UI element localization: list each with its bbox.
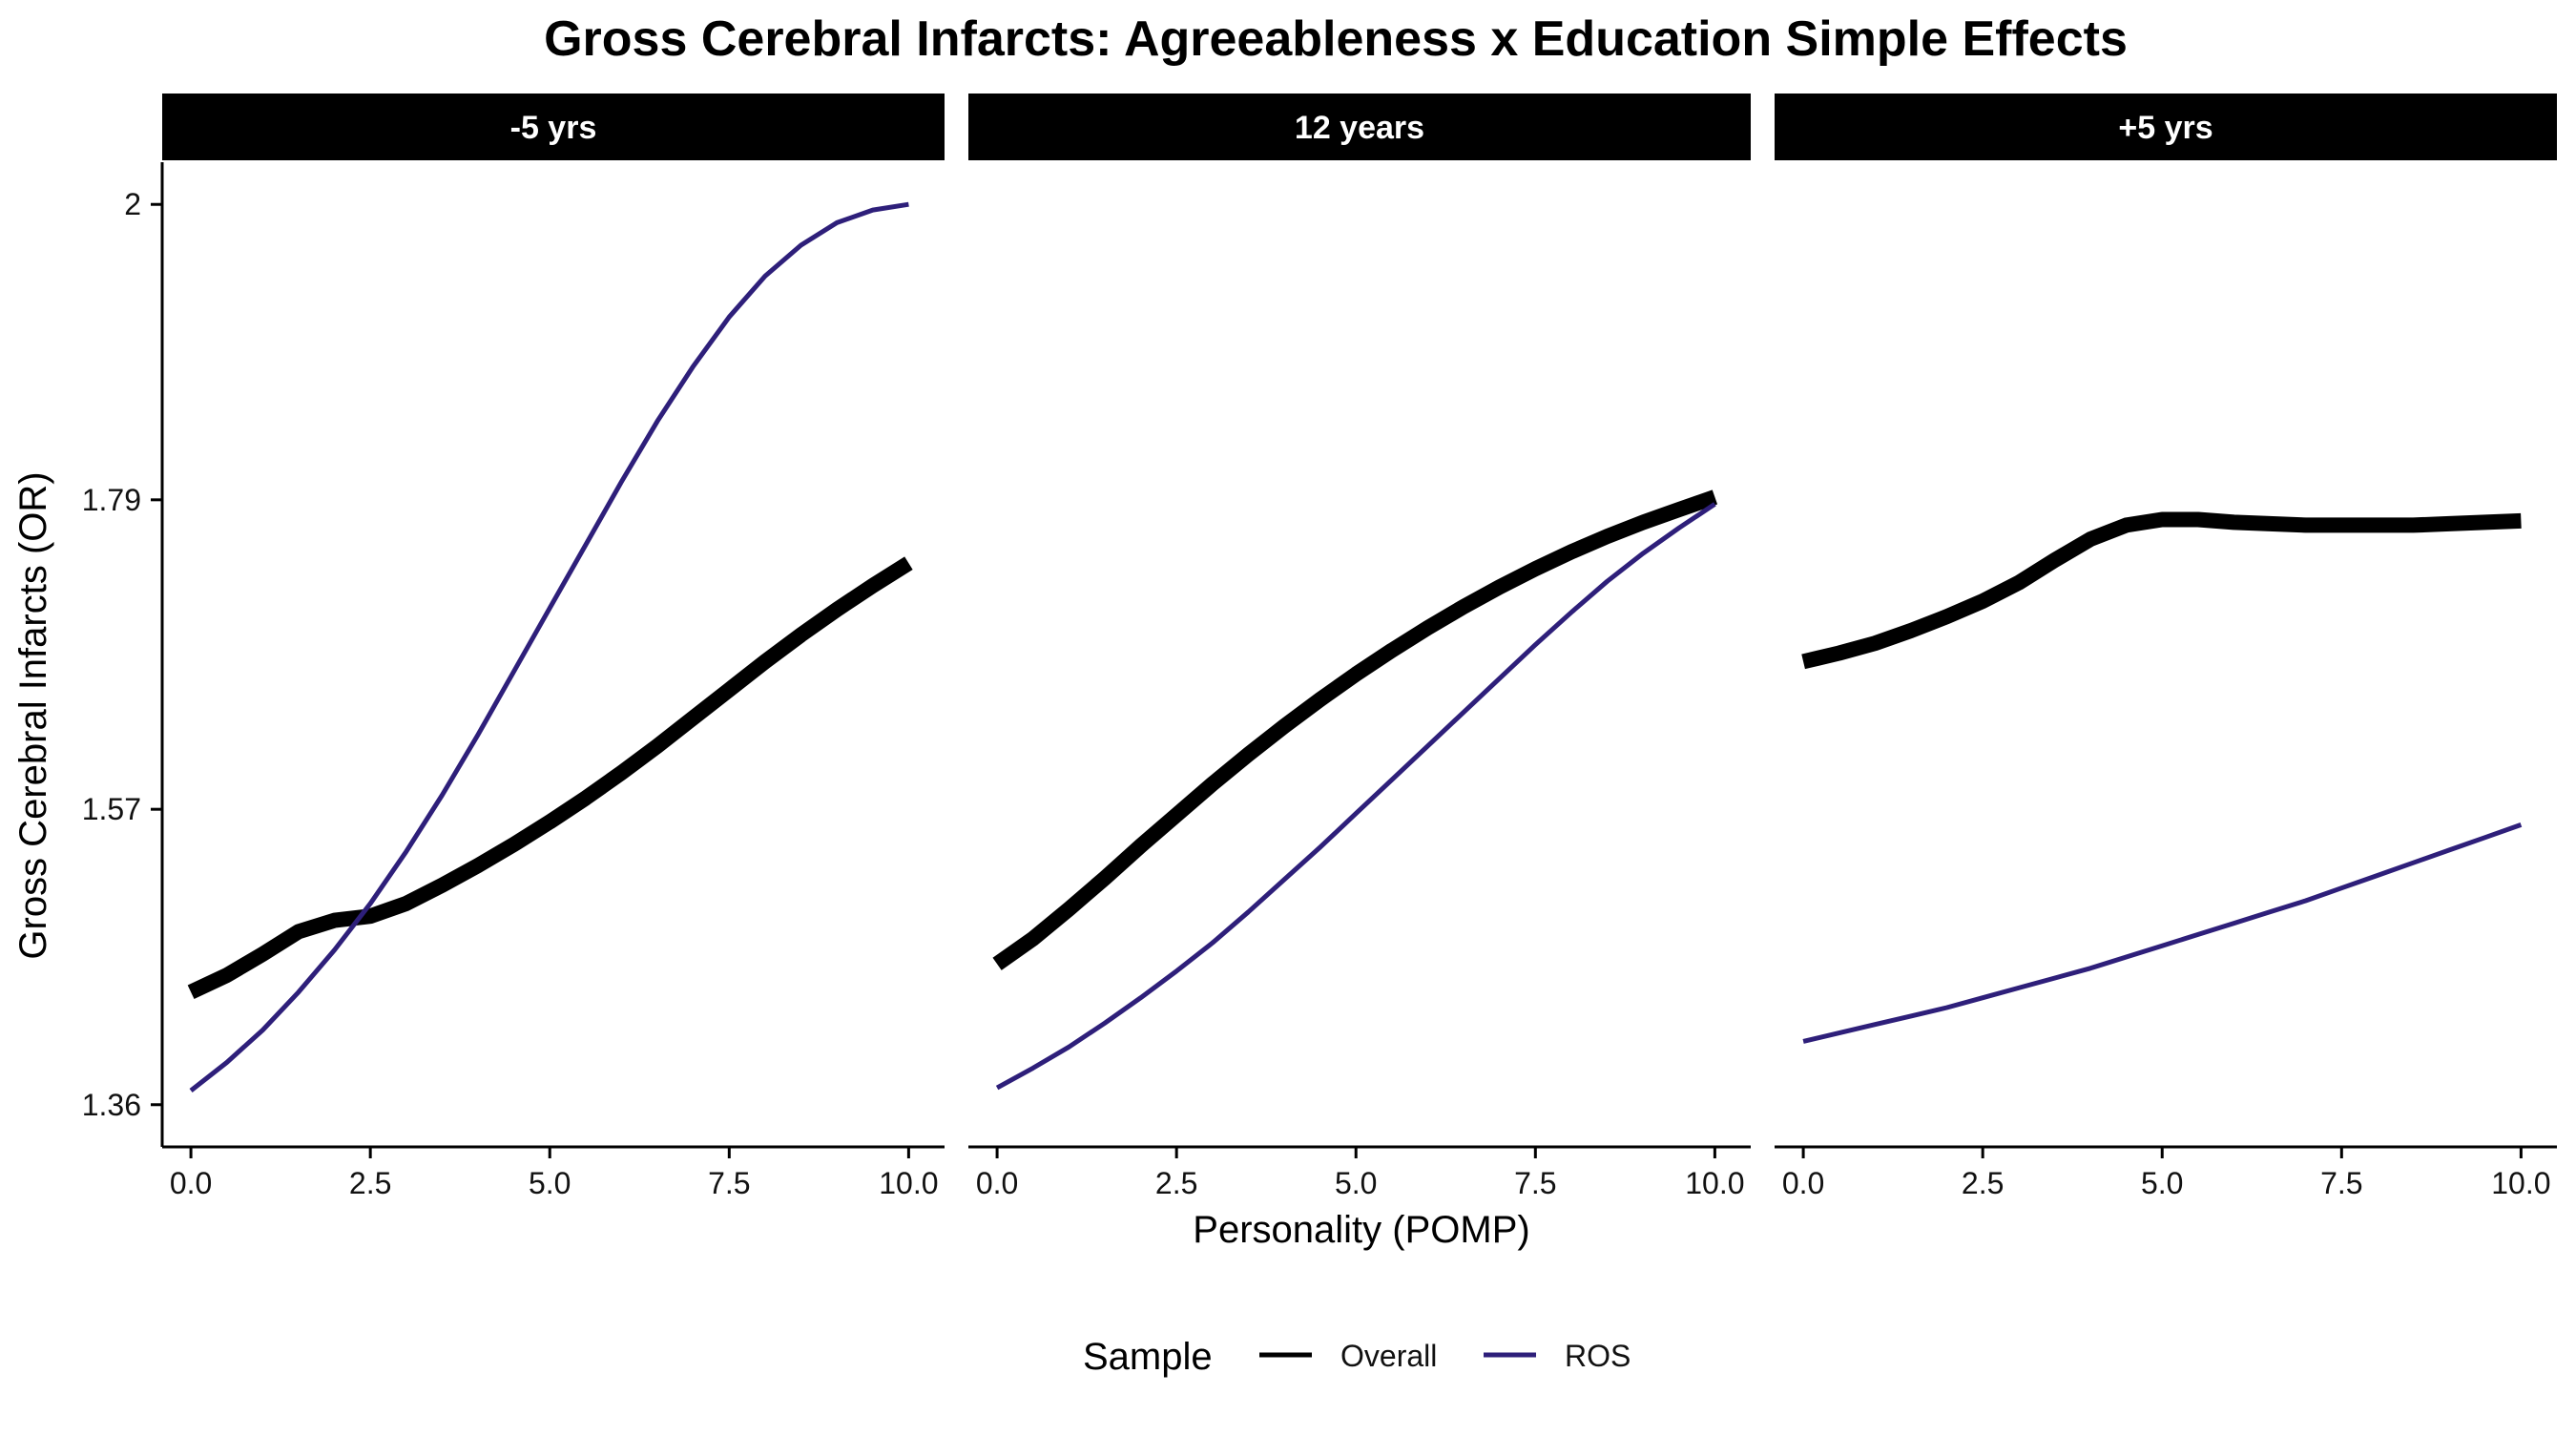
y-tick-label: 2: [124, 187, 141, 221]
series-line-overall: [992, 489, 1718, 970]
legend-entry: ROS: [1484, 1339, 1631, 1373]
legend-title: Sample: [1083, 1336, 1213, 1378]
facet-strip-label: -5 yrs: [510, 110, 597, 146]
x-tick-label: 2.5: [349, 1166, 391, 1200]
x-tick-label: 0.0: [1782, 1166, 1824, 1200]
facet-strip-label: 12 years: [1295, 110, 1424, 146]
series-line-ros: [995, 502, 1716, 1091]
facet-panel: 12 years 0.0 2.5 5.0 7.5 10.0: [968, 94, 1751, 1200]
y-tick-label: 1.36: [82, 1088, 141, 1122]
x-tick-label: 7.5: [708, 1166, 750, 1200]
legend-entries: Overall ROS: [1259, 1339, 1631, 1373]
x-tick-label: 5.0: [529, 1166, 571, 1200]
x-tick-label: 7.5: [2320, 1166, 2362, 1200]
facet-panel: -5 yrs 1.36 1.57 1.79 2 0.0 2.5 5.0 7.5 10.0: [82, 94, 945, 1200]
facet-strip: [968, 94, 1751, 160]
x-tick-label: 2.5: [1962, 1166, 2004, 1200]
x-tick-label: 5.0: [2141, 1166, 2183, 1200]
facet-strip: [1775, 94, 2557, 160]
x-tick-label: 7.5: [1514, 1166, 1556, 1200]
x-tick-label: 2.5: [1155, 1166, 1197, 1200]
x-tick-label: 10.0: [2491, 1166, 2550, 1200]
facet-panel: +5 yrs 0.0 2.5 5.0 7.5 10.0: [1775, 94, 2557, 1200]
x-tick-label: 0.0: [976, 1166, 1018, 1200]
series-line-ros: [189, 201, 909, 1093]
y-tick-label: 1.57: [82, 792, 141, 826]
series-line-overall: [1801, 511, 2522, 670]
x-tick-label: 10.0: [879, 1166, 938, 1200]
x-tick-label: 10.0: [1685, 1166, 1744, 1200]
facet-strip: [162, 94, 945, 160]
legend-entry: Overall: [1259, 1339, 1437, 1373]
y-tick-label: 1.79: [82, 483, 141, 517]
chart-title: Gross Cerebral Infarcts: Agreeableness x…: [544, 11, 2128, 67]
facet-strip-label: +5 yrs: [2118, 110, 2212, 146]
series-line-ros: [1802, 822, 2523, 1044]
legend-label: ROS: [1565, 1339, 1631, 1373]
series-line-overall: [187, 556, 913, 1000]
x-tick-label: 0.0: [170, 1166, 212, 1200]
x-axis-label: Personality (POMP): [1193, 1209, 1529, 1251]
legend: Sample Overall ROS: [1083, 1336, 1631, 1378]
y-axis-label: Gross Cerebral Infarcts (OR): [12, 471, 54, 959]
x-tick-label: 5.0: [1335, 1166, 1377, 1200]
legend-label: Overall: [1340, 1339, 1437, 1373]
